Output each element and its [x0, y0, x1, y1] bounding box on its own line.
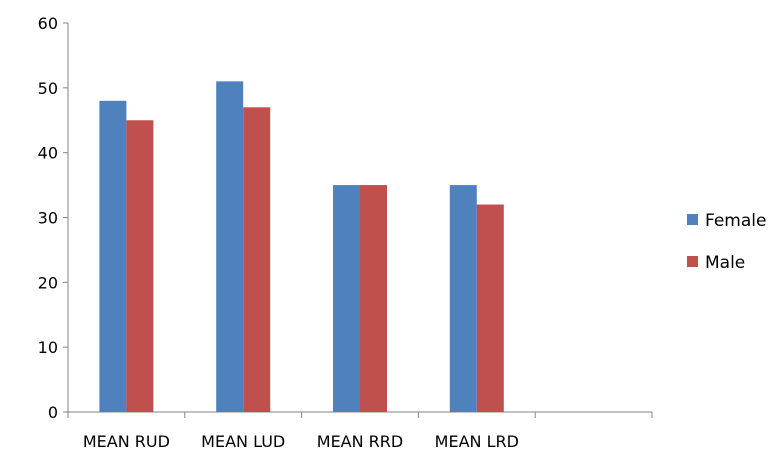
legend-label-male: Male — [705, 253, 745, 273]
legend-label-female: Female — [705, 211, 766, 231]
bar-male-mean-rrd — [360, 185, 387, 412]
bar-female-mean-rud — [99, 100, 127, 413]
x-tick-label: MEAN LUD — [201, 432, 285, 451]
bar-male-mean-lrd — [476, 204, 504, 412]
bar-female-mean-lrd — [449, 185, 477, 412]
bars — [99, 81, 504, 413]
x-tick-label: MEAN LRD — [435, 432, 519, 451]
y-tick-label: 20 — [38, 273, 58, 292]
x-tick-label: MEAN RRD — [317, 432, 403, 451]
y-tick-label: 30 — [38, 209, 58, 228]
x-tick-label: MEAN RUD — [83, 432, 170, 451]
legend: Female Male — [687, 211, 766, 273]
bar-male-mean-rud — [126, 120, 154, 412]
legend-swatch-female — [687, 214, 698, 225]
bar-female-mean-rrd — [333, 185, 360, 412]
y-tick-label: 60 — [38, 14, 58, 33]
y-tick-label: 10 — [38, 338, 58, 357]
axis-labels: 0 10 20 30 40 50 60 MEAN RUD MEAN LUD MEAN RRD MEA… — [38, 14, 519, 451]
legend-swatch-male — [687, 256, 698, 267]
bar-female-mean-lud — [216, 81, 244, 412]
y-tick-label: 40 — [38, 144, 58, 163]
y-tick-label: 50 — [38, 79, 58, 98]
y-tick-label: 0 — [48, 403, 58, 422]
axes — [63, 22, 653, 418]
bar-male-mean-lud — [243, 107, 271, 413]
